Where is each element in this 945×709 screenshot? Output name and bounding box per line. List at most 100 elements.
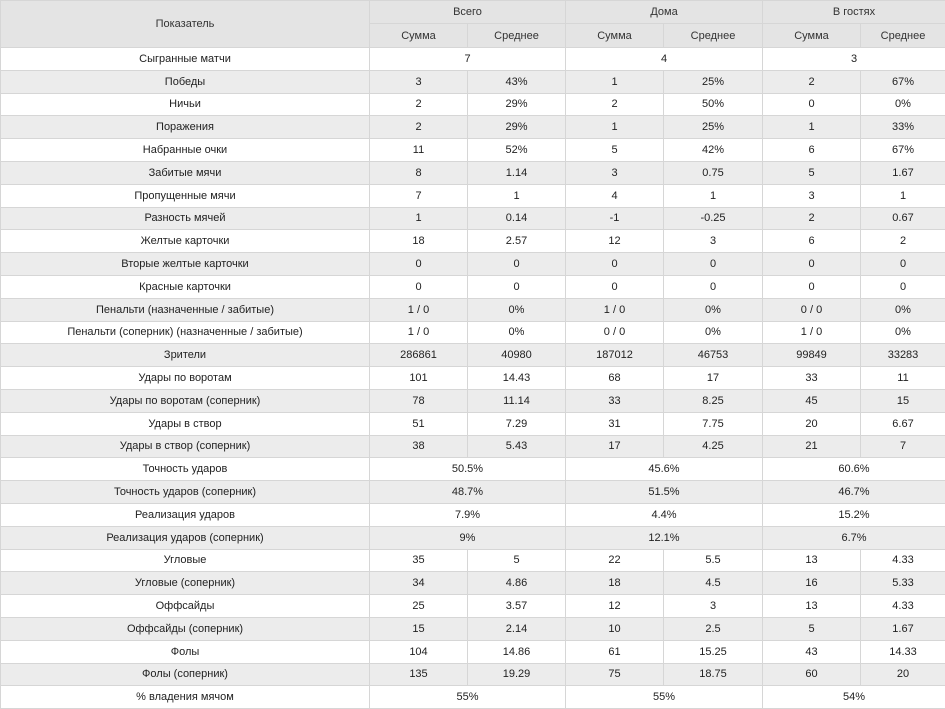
cell-sum: 75: [566, 663, 664, 686]
cell-average: 0: [664, 253, 763, 276]
cell-combined-value: 50.5%: [370, 458, 566, 481]
header-average: Среднее: [664, 24, 763, 48]
cell-sum: 6: [763, 230, 861, 253]
cell-average: 4.33: [861, 595, 945, 618]
cell-average: 4.5: [664, 572, 763, 595]
cell-sum: 38: [370, 435, 468, 458]
cell-average: 0: [861, 275, 945, 298]
cell-average: 33283: [861, 344, 945, 367]
row-label: Удары по воротам: [1, 367, 370, 390]
cell-average: 15.25: [664, 640, 763, 663]
cell-sum: 4: [566, 184, 664, 207]
cell-sum: 8: [370, 161, 468, 184]
cell-average: 4.25: [664, 435, 763, 458]
cell-sum: 12: [566, 595, 664, 618]
cell-sum: 104: [370, 640, 468, 663]
row-label: Фолы (соперник): [1, 663, 370, 686]
cell-average: 0.67: [861, 207, 945, 230]
cell-average: 0.75: [664, 161, 763, 184]
cell-average: 3: [664, 595, 763, 618]
cell-average: 14.33: [861, 640, 945, 663]
cell-average: 42%: [664, 139, 763, 162]
row-label: Удары по воротам (соперник): [1, 389, 370, 412]
row-label: Победы: [1, 70, 370, 93]
cell-sum: 11: [370, 139, 468, 162]
row-label: Пенальти (соперник) (назначенные / забит…: [1, 321, 370, 344]
cell-combined-value: 48.7%: [370, 481, 566, 504]
cell-sum: 187012: [566, 344, 664, 367]
cell-average: 5.43: [468, 435, 566, 458]
table-row: Точность ударов (соперник)48.7%51.5%46.7…: [1, 481, 945, 504]
cell-sum: 101: [370, 367, 468, 390]
cell-average: 0: [861, 253, 945, 276]
header-group-home: Дома: [566, 1, 763, 24]
cell-average: 0%: [664, 298, 763, 321]
cell-combined-value: 4.4%: [566, 503, 763, 526]
cell-sum: 51: [370, 412, 468, 435]
cell-average: 52%: [468, 139, 566, 162]
cell-sum: 15: [370, 617, 468, 640]
row-label: Пенальти (назначенные / забитые): [1, 298, 370, 321]
cell-average: 40980: [468, 344, 566, 367]
cell-average: 0: [468, 253, 566, 276]
cell-sum: 0: [566, 253, 664, 276]
cell-average: 19.29: [468, 663, 566, 686]
cell-combined-value: 54%: [763, 686, 945, 709]
cell-average: 29%: [468, 116, 566, 139]
cell-average: 2: [861, 230, 945, 253]
cell-combined-value: 15.2%: [763, 503, 945, 526]
cell-average: 5: [468, 549, 566, 572]
cell-average: 0%: [664, 321, 763, 344]
cell-average: 4.86: [468, 572, 566, 595]
cell-combined-value: 51.5%: [566, 481, 763, 504]
cell-average: 0.14: [468, 207, 566, 230]
cell-sum: 0: [763, 275, 861, 298]
cell-sum: 135: [370, 663, 468, 686]
cell-average: 2.14: [468, 617, 566, 640]
row-label: Угловые (соперник): [1, 572, 370, 595]
cell-sum: 20: [763, 412, 861, 435]
cell-average: 67%: [861, 139, 945, 162]
cell-sum: 18: [566, 572, 664, 595]
row-label: Удары в створ (соперник): [1, 435, 370, 458]
cell-average: 7.75: [664, 412, 763, 435]
cell-average: 3: [664, 230, 763, 253]
cell-average: 15: [861, 389, 945, 412]
cell-sum: 0: [370, 275, 468, 298]
cell-average: 20: [861, 663, 945, 686]
cell-sum: 35: [370, 549, 468, 572]
cell-average: 8.25: [664, 389, 763, 412]
cell-sum: 68: [566, 367, 664, 390]
cell-sum: 2: [370, 116, 468, 139]
cell-combined-value: 7.9%: [370, 503, 566, 526]
cell-average: 29%: [468, 93, 566, 116]
cell-average: 0%: [861, 93, 945, 116]
cell-average: 2.57: [468, 230, 566, 253]
cell-sum: 0: [763, 253, 861, 276]
cell-sum: 1 / 0: [566, 298, 664, 321]
cell-average: 33%: [861, 116, 945, 139]
cell-sum: 2: [763, 207, 861, 230]
cell-sum: 34: [370, 572, 468, 595]
row-label: Удары в створ: [1, 412, 370, 435]
cell-average: 0%: [468, 321, 566, 344]
cell-average: 43%: [468, 70, 566, 93]
cell-sum: 7: [370, 184, 468, 207]
cell-sum: 18: [370, 230, 468, 253]
row-label: Вторые желтые карточки: [1, 253, 370, 276]
cell-sum: 1: [566, 116, 664, 139]
header-group-total: Всего: [370, 1, 566, 24]
cell-average: 11: [861, 367, 945, 390]
